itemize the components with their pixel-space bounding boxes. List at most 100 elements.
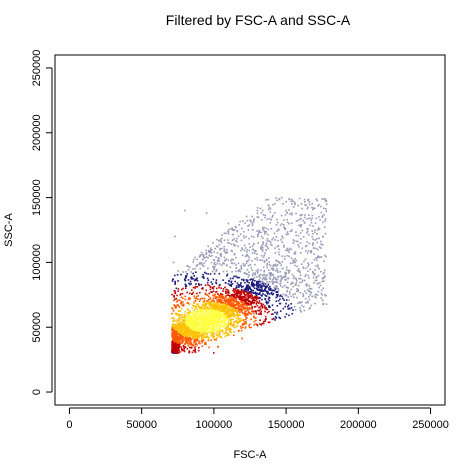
data-point [261, 322, 264, 325]
data-point [247, 229, 250, 231]
data-point [267, 247, 269, 250]
data-point [267, 228, 270, 231]
data-point [235, 320, 237, 323]
data-point [288, 255, 291, 258]
data-point [314, 302, 316, 305]
data-point [245, 279, 248, 281]
data-point [250, 290, 253, 292]
data-point [232, 302, 235, 305]
data-point [301, 213, 303, 216]
data-point [192, 313, 195, 315]
data-point [222, 288, 225, 290]
data-point [235, 226, 237, 229]
data-point [247, 264, 250, 267]
data-point [204, 304, 206, 307]
data-point [305, 273, 307, 276]
data-point [243, 308, 246, 310]
data-point [259, 289, 262, 292]
data-point [177, 319, 180, 322]
data-point [189, 339, 192, 342]
data-point [215, 307, 217, 309]
data-point [202, 254, 205, 256]
data-point [251, 306, 254, 308]
data-point [242, 302, 245, 304]
data-point [280, 276, 283, 278]
data-point [209, 251, 212, 254]
data-point [291, 230, 293, 232]
data-point [195, 315, 198, 317]
data-point [261, 288, 263, 290]
data-point [292, 285, 294, 288]
data-point [193, 302, 195, 304]
data-point [171, 280, 174, 282]
data-point [196, 331, 198, 334]
data-point [258, 296, 260, 299]
data-point [314, 293, 317, 296]
data-point [245, 310, 247, 312]
data-point [175, 314, 178, 316]
data-point [184, 298, 187, 301]
data-point [276, 199, 278, 202]
data-point [304, 297, 307, 300]
data-point [191, 312, 194, 314]
data-point [172, 310, 175, 312]
data-point [318, 237, 320, 240]
data-point [258, 293, 261, 295]
data-point [171, 348, 173, 351]
data-point [285, 313, 288, 315]
data-point [224, 335, 227, 338]
data-point [235, 325, 237, 328]
data-point [287, 277, 290, 280]
data-point [300, 224, 303, 226]
data-point [219, 314, 222, 316]
data-point [280, 278, 283, 281]
data-point [180, 324, 182, 327]
data-point [256, 256, 258, 259]
data-point [257, 293, 260, 296]
data-point [275, 317, 278, 319]
y-tick-label: 50000 [31, 312, 43, 343]
data-point [231, 315, 234, 317]
data-point [217, 324, 220, 326]
data-point [275, 197, 277, 199]
data-point [219, 296, 221, 298]
data-point [201, 287, 203, 290]
data-point [257, 216, 260, 219]
data-point [294, 257, 296, 260]
data-point [214, 320, 217, 322]
data-point [291, 213, 293, 216]
data-point [195, 332, 197, 335]
data-point [177, 310, 180, 312]
data-point [227, 230, 229, 232]
data-point [316, 238, 318, 240]
data-point [218, 243, 221, 246]
data-point [177, 270, 179, 272]
data-point [268, 217, 271, 220]
data-point [270, 218, 272, 221]
data-point [179, 293, 182, 295]
data-point [194, 350, 196, 353]
data-point [256, 230, 258, 232]
data-point [196, 312, 198, 315]
data-point [212, 241, 214, 244]
data-point [244, 288, 247, 291]
data-point [320, 289, 323, 292]
data-point [180, 316, 182, 319]
data-point [285, 272, 287, 274]
data-point [275, 278, 277, 281]
data-point [194, 319, 196, 322]
data-point [188, 311, 190, 314]
data-point [210, 339, 213, 342]
plot-frame [54, 54, 446, 406]
data-point [251, 301, 253, 304]
data-point [244, 300, 246, 303]
data-point [238, 319, 241, 321]
data-point [179, 299, 181, 302]
data-point [201, 315, 203, 318]
data-point [188, 282, 190, 285]
data-point [257, 281, 259, 283]
data-point [284, 276, 287, 279]
data-point [237, 303, 239, 306]
data-point [257, 233, 260, 235]
